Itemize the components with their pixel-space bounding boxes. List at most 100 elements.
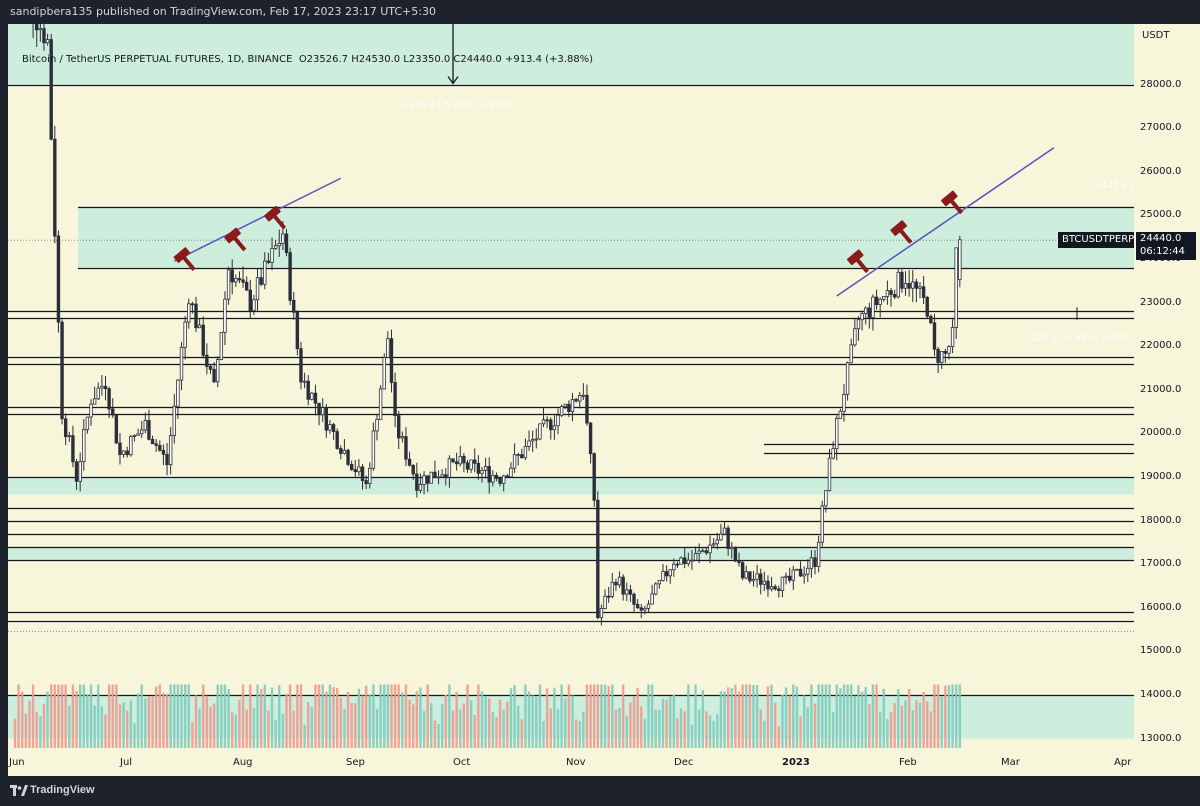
volume-bar: [951, 684, 954, 748]
volume-bar: [495, 717, 498, 748]
volume-bar: [491, 712, 495, 748]
volume-bar: [64, 684, 67, 748]
candle-body: [708, 544, 712, 554]
volume-bar: [531, 695, 534, 748]
volume-bar: [259, 688, 263, 748]
candle-body: [592, 453, 596, 501]
volume-bar: [310, 706, 314, 748]
candle-body: [400, 436, 405, 439]
volume-bar: [520, 719, 523, 748]
price-axis-currency: USDT: [1142, 30, 1170, 41]
candle-body: [773, 586, 777, 590]
candle-body: [364, 480, 368, 485]
candle-body: [722, 527, 727, 535]
candle-body: [306, 380, 310, 400]
volume-bar: [437, 724, 440, 748]
price-tick: 14000.0: [1140, 689, 1182, 701]
candle-body: [675, 563, 680, 566]
candle-body: [143, 420, 148, 431]
volume-bar: [60, 684, 64, 748]
candle-body: [921, 286, 926, 298]
candle-body: [483, 466, 488, 471]
candle-body: [918, 286, 922, 289]
symbol-name[interactable]: Bitcoin: [22, 54, 57, 65]
volume-bar: [574, 719, 578, 748]
volume-bar: [524, 684, 527, 748]
volume-bar: [821, 684, 824, 748]
volume-bar: [46, 691, 49, 748]
volume-bar: [781, 694, 784, 748]
volume-bar: [947, 685, 951, 748]
volume-bar: [730, 688, 733, 748]
volume-bar: [897, 689, 900, 748]
candle-body: [150, 438, 155, 445]
candle-body: [940, 351, 944, 363]
candle-body: [277, 242, 281, 247]
candle-body: [950, 327, 955, 347]
volume-bar: [466, 684, 469, 748]
volume-bar: [813, 703, 817, 748]
volume-bar: [549, 708, 552, 748]
candle-body: [320, 407, 325, 416]
volume-bar: [317, 684, 321, 748]
price-axis[interactable]: USDT 28000.027000.026000.025000.024000.0…: [1134, 24, 1200, 752]
volume-bar: [209, 706, 212, 748]
candle-body: [183, 321, 187, 348]
volume-bar: [321, 684, 324, 748]
volume-bar: [21, 691, 24, 748]
last-price-value: 24440.0: [1140, 233, 1182, 244]
volume-bar: [176, 684, 180, 748]
volume-bar: [933, 684, 936, 748]
price-tick: 17000.0: [1140, 558, 1182, 570]
candle-body: [273, 245, 278, 249]
volume-bar: [940, 696, 943, 748]
candle-body: [813, 557, 817, 567]
volume-bar: [408, 699, 411, 748]
volume-bar: [426, 684, 429, 748]
candle-body: [578, 394, 582, 402]
candle-body: [842, 393, 846, 412]
candle-body: [661, 571, 665, 581]
volume-bar: [361, 695, 364, 748]
volume-bar: [13, 718, 17, 748]
volume-bar: [690, 724, 694, 748]
candle-body: [541, 419, 546, 425]
volume-bar: [24, 713, 28, 748]
candle-body: [838, 410, 843, 419]
measure-label-right-lower: -200.0 (-0.88%) -2000: [1028, 334, 1128, 344]
candle-body: [422, 475, 426, 485]
volume-bar: [878, 711, 882, 748]
volume-bar: [212, 703, 216, 748]
candle-body: [523, 446, 528, 459]
volume-bar: [661, 698, 665, 748]
candle-body: [896, 271, 900, 298]
volume-bar: [292, 710, 295, 748]
candle-body: [317, 402, 321, 416]
volume-bar: [810, 684, 813, 748]
candle-body: [824, 490, 828, 507]
candle-body: [853, 328, 857, 346]
candle-body: [874, 296, 879, 306]
volume-bar: [567, 684, 571, 748]
candle-body: [375, 418, 379, 432]
candle-body: [107, 388, 111, 410]
candle-body: [38, 28, 43, 31]
candle-body: [530, 439, 535, 442]
candle-body: [473, 459, 477, 464]
volume-bar: [296, 684, 299, 748]
time-axis[interactable]: Jun Jul Aug Sep Oct Nov Dec 2023 Feb Mar Apr: [8, 752, 1200, 776]
volume-bar: [701, 690, 704, 748]
volume-bar: [477, 684, 480, 748]
volume-bar: [498, 699, 502, 748]
candle-body: [668, 569, 672, 577]
chart-pane[interactable]: Bitcoin / TetherUS PERPETUAL FUTURES, 1D…: [8, 24, 1134, 752]
volume-bar: [922, 692, 925, 748]
chart-canvas[interactable]: [8, 24, 1134, 752]
volume-bar: [241, 684, 245, 748]
candle-body: [538, 423, 542, 440]
price-tick: 27000.0: [1140, 122, 1182, 134]
candle-body: [324, 407, 329, 431]
arrow-head: [447, 76, 459, 85]
candle-body: [237, 278, 242, 281]
volume-bar: [42, 703, 46, 748]
